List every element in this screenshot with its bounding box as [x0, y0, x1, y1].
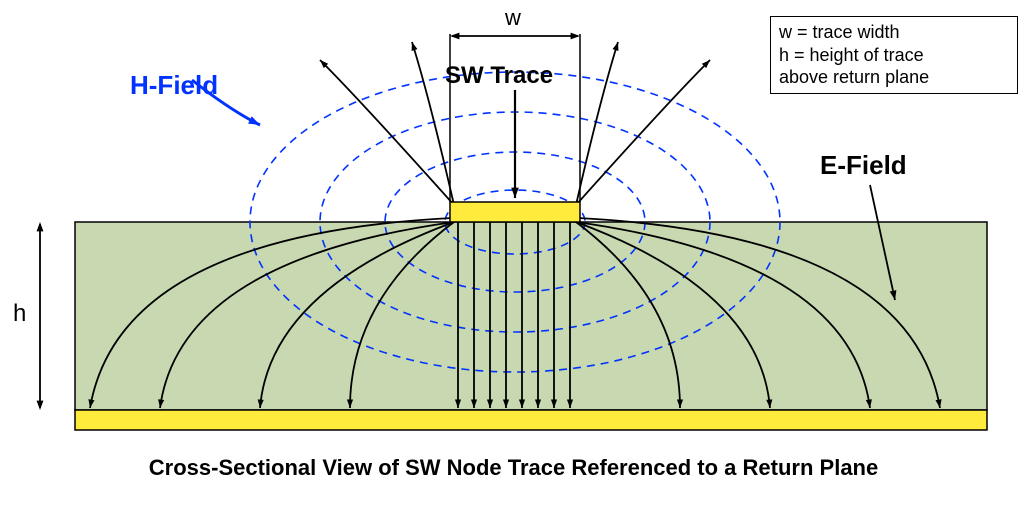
figure-caption: Cross-Sectional View of SW Node Trace Re… [0, 455, 1027, 481]
sw-trace-rect [450, 202, 580, 222]
efield-label: E-Field [820, 150, 907, 181]
sw_trace-label: SW Trace [445, 62, 553, 90]
h-label: h [13, 300, 26, 328]
legend-line-h1: h = height of trace [779, 44, 1009, 67]
e-field-line-curve [320, 60, 454, 205]
legend-box: w = trace widthh = height of traceabove … [770, 16, 1018, 94]
e-field-line-curve [576, 60, 710, 205]
legend-line-w: w = trace width [779, 21, 1009, 44]
return-plane [75, 410, 987, 430]
legend-line-h2: above return plane [779, 66, 1009, 89]
dielectric-region [75, 222, 987, 410]
w-label: w [505, 5, 521, 31]
hfield-label: H-Field [130, 70, 218, 101]
